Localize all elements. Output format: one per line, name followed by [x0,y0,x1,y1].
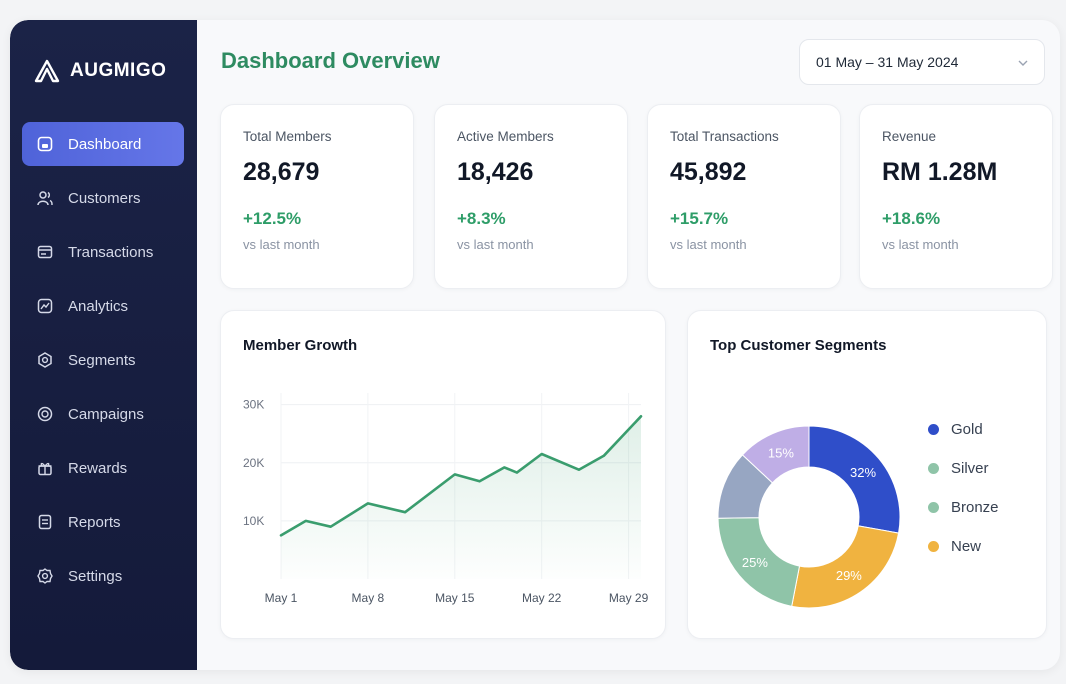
slice-label: 29% [836,568,862,583]
kpi-value: RM 1.28M [882,158,998,186]
chevron-down-icon [1018,55,1028,69]
legend-swatch [928,540,939,552]
customer-segments-chart: 32% 29% 25% 15% [717,425,901,609]
pie-slice[interactable] [741,425,810,484]
sidebar-item-dashboard[interactable]: Dashboard [22,122,184,166]
legend-item[interactable]: Silver [928,458,999,478]
segments-icon [36,351,54,369]
x-tick-label: May 15 [435,591,475,605]
kpi-card-revenue: Revenue RM 1.28M +18.6% vs last month [859,104,1053,289]
sidebar-item-label: Rewards [68,459,128,477]
kpi-delta: +15.7% [670,209,729,228]
reports-icon [36,513,54,531]
kpi-card-active-members: Active Members 18,426 +8.3% vs last mont… [434,104,628,289]
kpi-card-total-members: Total Members 28,679 +12.5% vs last mont… [220,104,414,289]
sidebar-item-settings[interactable]: Settings [22,554,184,598]
sidebar: AUGMIGO Dashboard Customers Transactions [10,20,197,670]
y-tick-label: 30K [243,398,264,412]
kpi-delta: +8.3% [457,209,506,228]
x-tick-label: May 29 [609,591,649,605]
customer-segments-card: Top Customer Segments 32% 29% 25% 15% Gold … [687,310,1047,639]
brand-logo[interactable]: AUGMIGO [34,56,166,86]
slice-label: 25% [742,555,768,570]
kpi-label: Active Members [457,129,554,144]
kpi-comparison: vs last month [243,237,320,252]
member-growth-card: Member Growth 10K 20K 30K May 1 May 8 May 15 M… [220,310,666,639]
legend-item[interactable]: Bronze [928,497,999,517]
slice-label: 32% [850,465,876,480]
transactions-icon [36,243,54,261]
slice-label: 15% [768,445,794,460]
gear-icon [36,567,54,585]
y-tick-label: 10K [243,514,264,528]
app-frame: AUGMIGO Dashboard Customers Transactions [10,20,1060,670]
kpi-comparison: vs last month [670,237,747,252]
kpi-delta: +12.5% [243,209,302,228]
dashboard-icon [36,135,54,153]
chart-legend: Gold Silver Bronze New [928,419,999,575]
sidebar-item-label: Analytics [68,297,129,315]
analytics-icon [36,297,54,315]
sidebar-item-label: Reports [68,513,121,531]
legend-swatch [928,423,939,435]
sidebar-item-label: Transactions [68,243,154,261]
sidebar-item-rewards[interactable]: Rewards [22,446,184,490]
kpi-card-total-transactions: Total Transactions 45,892 +15.7% vs last… [647,104,841,289]
card-title: Member Growth [243,337,358,354]
kpi-delta: +18.6% [882,209,941,228]
series-line[interactable] [279,415,643,537]
legend-label: Gold [951,420,983,438]
sidebar-item-reports[interactable]: Reports [22,500,184,544]
legend-label: New [951,537,982,555]
member-growth-chart: 10K 20K 30K May 1 May 8 May 15 May 22 May 29 [243,393,649,605]
kpi-comparison: vs last month [882,237,959,252]
x-tick-label: May 22 [522,591,562,605]
sidebar-item-label: Campaigns [68,405,144,423]
sidebar-item-label: Customers [68,189,141,207]
sidebar-item-transactions[interactable]: Transactions [22,230,184,274]
sidebar-item-analytics[interactable]: Analytics [22,284,184,328]
date-range-picker[interactable]: 01 May – 31 May 2024 [799,39,1045,85]
kpi-label: Revenue [882,129,937,144]
kpi-comparison: vs last month [457,237,534,252]
kpi-label: Total Transactions [670,129,779,144]
date-range-value: 01 May – 31 May 2024 [816,54,959,70]
sidebar-item-campaigns[interactable]: Campaigns [22,392,184,436]
kpi-value: 28,679 [243,158,320,186]
y-tick-label: 20K [243,456,264,470]
x-tick-label: May 8 [352,591,385,605]
sidebar-item-label: Dashboard [68,135,142,153]
brand-name: AUGMIGO [70,60,167,81]
sidebar-item-label: Settings [68,567,123,585]
legend-item[interactable]: New [928,536,999,556]
legend-swatch [928,501,939,513]
series-area [281,416,641,579]
kpi-value: 45,892 [670,158,747,186]
gift-icon [36,459,54,477]
card-title: Top Customer Segments [710,337,887,354]
sidebar-item-segments[interactable]: Segments [22,338,184,382]
customers-icon [36,189,54,207]
page-title: Dashboard Overview [221,48,440,73]
legend-swatch [928,462,939,474]
x-tick-label: May 1 [265,591,298,605]
sidebar-item-customers[interactable]: Customers [22,176,184,220]
campaigns-icon [36,405,54,423]
kpi-value: 18,426 [457,158,534,186]
legend-label: Silver [951,459,989,477]
sidebar-nav: Dashboard Customers Transactions Analyti… [22,122,184,608]
pie-slice[interactable] [791,525,900,609]
kpi-label: Total Members [243,129,332,144]
pie-slice[interactable] [808,425,901,534]
logo-icon [34,59,60,83]
legend-label: Bronze [951,498,999,516]
sidebar-item-label: Segments [68,351,136,369]
legend-item[interactable]: Gold [928,419,999,439]
